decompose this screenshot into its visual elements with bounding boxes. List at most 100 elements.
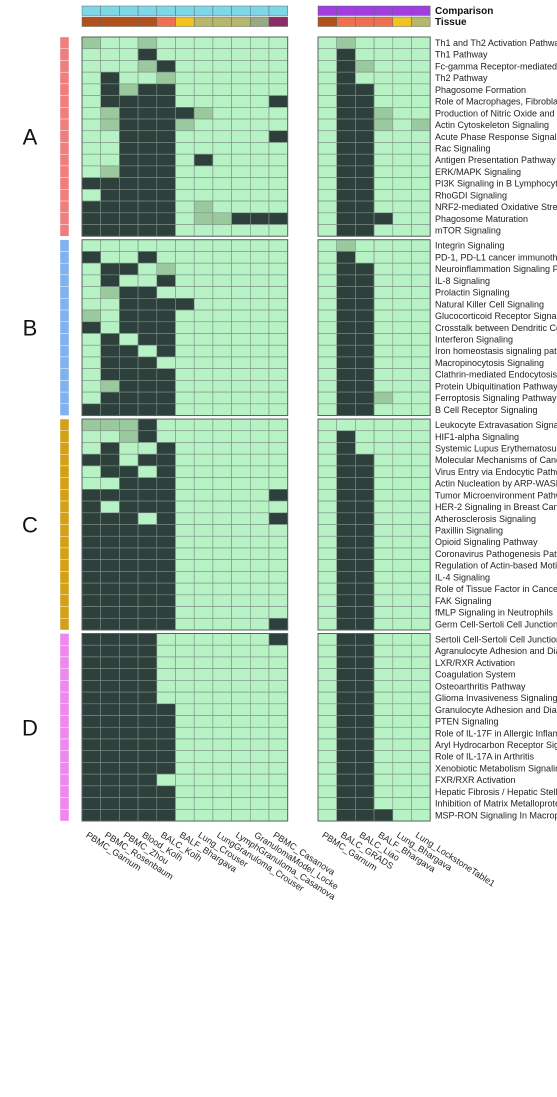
- heatmap-cell: [231, 512, 251, 525]
- heatmap-cell: [119, 403, 139, 416]
- heatmap-cell: [100, 691, 120, 705]
- heatmap-cell: [212, 453, 232, 467]
- heatmap-cell: [137, 617, 158, 631]
- heatmap-cell: [250, 571, 270, 584]
- heatmap-cell: [268, 715, 289, 728]
- heatmap-cell: [175, 142, 195, 155]
- tissue-cell: [119, 16, 139, 27]
- heatmap-cell: [212, 212, 232, 225]
- heatmap-cell: [81, 274, 102, 287]
- heatmap-cell: [119, 524, 139, 537]
- row-label: Inhibition of Matrix Metalloproteases: [435, 799, 557, 809]
- heatmap-cell: [336, 656, 356, 669]
- heatmap-cell: [268, 644, 289, 658]
- heatmap-cell: [100, 239, 120, 252]
- heatmap-cell: [250, 477, 270, 490]
- heatmap-cell: [373, 118, 394, 132]
- heatmap-cell: [175, 251, 195, 264]
- heatmap-cell: [156, 118, 176, 132]
- heatmap-cell: [137, 594, 158, 607]
- row-group-label: D: [22, 715, 38, 740]
- heatmap-cell: [156, 656, 176, 669]
- heatmap-cell: [411, 785, 431, 798]
- heatmap-cell: [156, 477, 176, 490]
- heatmap-cell: [373, 344, 394, 358]
- row-label: Atherosclerosis Signaling: [435, 514, 536, 524]
- heatmap-cell: [411, 703, 431, 716]
- heatmap-cell: [231, 333, 251, 346]
- heatmap-cell: [100, 477, 120, 490]
- row-group-c: Leukocyte Extravasation Signaling HIF1-al…: [22, 418, 557, 631]
- heatmap-cell: [373, 680, 394, 693]
- heatmap-cell: [81, 165, 102, 178]
- heatmap-cell: [156, 200, 176, 214]
- row-group-strip-cell: [59, 356, 70, 369]
- heatmap-cell: [156, 262, 176, 276]
- heatmap-cell: [411, 189, 431, 202]
- heatmap-cell: [100, 251, 120, 264]
- heatmap-cell: [231, 142, 251, 155]
- heatmap-cell: [392, 212, 412, 225]
- heatmap-cell: [373, 617, 394, 631]
- row-group-strip-cell: [59, 368, 70, 381]
- heatmap-cell: [137, 212, 158, 225]
- heatmap-cell: [137, 668, 158, 681]
- heatmap-cell: [268, 691, 289, 705]
- heatmap-cell: [175, 797, 195, 810]
- row-group-strip-cell: [59, 333, 70, 346]
- heatmap-cell: [100, 668, 120, 681]
- heatmap-cell: [100, 60, 120, 73]
- heatmap-cell: [250, 547, 270, 560]
- heatmap-cell: [212, 224, 232, 237]
- heatmap-cell: [373, 177, 394, 190]
- heatmap-cell: [100, 797, 120, 810]
- heatmap-cell: [317, 500, 338, 514]
- heatmap-cell: [268, 403, 289, 416]
- heatmap-cell: [212, 48, 232, 61]
- heatmap-cell: [373, 442, 394, 455]
- heatmap-cell: [355, 83, 375, 96]
- comparison-cell: [175, 5, 195, 16]
- heatmap-cell: [175, 83, 195, 96]
- heatmap-cell: [317, 48, 338, 61]
- heatmap-cell: [119, 594, 139, 607]
- heatmap-cell: [268, 668, 289, 681]
- heatmap-cell: [81, 442, 102, 455]
- heatmap-cell: [175, 512, 195, 525]
- heatmap-cell: [156, 582, 176, 596]
- heatmap-cell: [100, 750, 120, 763]
- heatmap-cell: [212, 512, 232, 525]
- heatmap-cell: [119, 83, 139, 96]
- heatmap-cell: [250, 691, 270, 705]
- heatmap-cell: [392, 703, 412, 716]
- heatmap-cell: [268, 356, 289, 369]
- heatmap-cell: [137, 391, 158, 405]
- heatmap-cell: [100, 559, 120, 572]
- heatmap-cell: [250, 48, 270, 61]
- heatmap-cell: [317, 617, 338, 631]
- heatmap-cell: [373, 524, 394, 537]
- heatmap-cell: [119, 571, 139, 584]
- heatmap-cell: [137, 239, 158, 252]
- heatmap-cell: [411, 356, 431, 369]
- row-label: Phagosome Formation: [435, 85, 526, 95]
- heatmap-cell: [212, 524, 232, 537]
- heatmap-cell: [392, 442, 412, 455]
- heatmap-cell: [317, 465, 338, 478]
- heatmap-cell: [411, 715, 431, 728]
- tissue-cell: [193, 16, 214, 27]
- heatmap-cell: [175, 262, 195, 276]
- heatmap-cell: [373, 286, 394, 299]
- row-label: IL-4 Signaling: [435, 572, 490, 582]
- heatmap-cell: [175, 715, 195, 728]
- heatmap-cell: [100, 107, 120, 120]
- heatmap-cell: [100, 680, 120, 693]
- heatmap-cell: [355, 453, 375, 467]
- row-group-strip-cell: [59, 212, 70, 225]
- heatmap-cell: [336, 36, 356, 50]
- heatmap-cell: [336, 477, 356, 490]
- heatmap-cell: [411, 512, 431, 525]
- heatmap-cell: [355, 430, 375, 443]
- heatmap-cell: [250, 644, 270, 658]
- comparison-cell: [156, 5, 176, 16]
